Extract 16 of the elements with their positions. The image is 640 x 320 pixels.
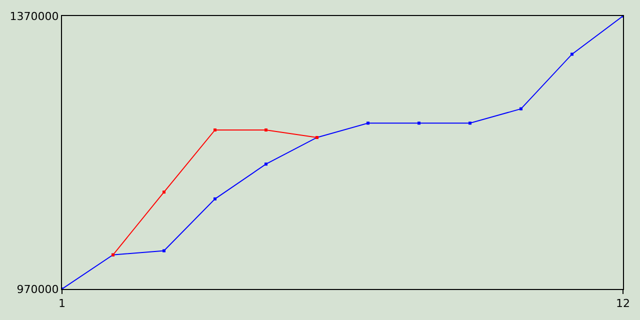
point [264, 162, 268, 166]
y-tick-label: 1370000 [10, 10, 59, 23]
point [520, 107, 522, 110]
y-tick-label: 970000 [16, 282, 59, 296]
point [570, 52, 574, 56]
point [468, 122, 472, 125]
point [264, 128, 268, 132]
point [418, 122, 420, 125]
point [162, 190, 166, 194]
x-tick-label: 1 [58, 297, 66, 310]
point [162, 249, 166, 252]
point [366, 122, 370, 125]
point [214, 197, 216, 200]
point [214, 128, 216, 132]
x-tick-label: 12 [616, 297, 630, 310]
line-series [112, 128, 318, 256]
